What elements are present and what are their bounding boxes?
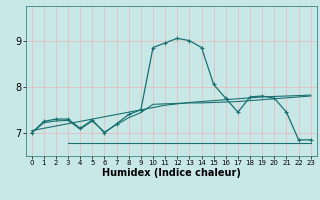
X-axis label: Humidex (Indice chaleur): Humidex (Indice chaleur) [102,168,241,178]
